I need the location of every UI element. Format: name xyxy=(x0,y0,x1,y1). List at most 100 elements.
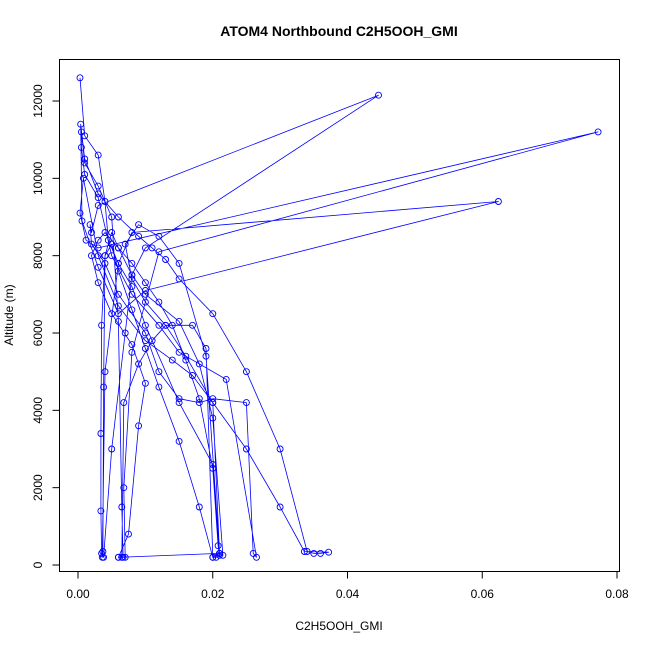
data-point xyxy=(214,542,222,550)
data-point xyxy=(155,368,163,376)
data-point xyxy=(222,375,230,383)
data-point xyxy=(101,198,109,205)
data-point xyxy=(182,352,190,360)
data-point xyxy=(98,553,106,561)
data-point xyxy=(195,360,203,368)
data-point xyxy=(118,503,126,511)
data-point xyxy=(209,461,217,468)
x-axis: 0.00 0.02 0.04 0.06 0.08 xyxy=(66,571,629,601)
data-point xyxy=(135,232,143,240)
y-tick-label: 8000 xyxy=(31,242,45,269)
x-tick-label: 0.06 xyxy=(471,587,495,601)
data-point xyxy=(141,329,149,337)
data-point xyxy=(128,275,136,283)
chart-title: ATOM4 Northbound C2H5OOH_GMI xyxy=(220,23,457,39)
data-point xyxy=(108,213,116,221)
data-point xyxy=(155,383,163,391)
y-tick-label: 6000 xyxy=(31,319,45,346)
x-tick-label: 0.02 xyxy=(201,587,225,601)
data-point xyxy=(212,553,220,561)
data-point xyxy=(148,244,156,252)
data-point xyxy=(94,263,102,271)
data-point xyxy=(114,244,122,252)
data-point xyxy=(120,399,128,407)
y-axis: 0 2000 4000 6000 8000 10000 12000 xyxy=(31,84,60,568)
data-point xyxy=(128,229,136,236)
data-point xyxy=(162,321,170,329)
data-point xyxy=(175,348,183,356)
data-point xyxy=(114,267,122,275)
data-point xyxy=(310,549,318,557)
data-point xyxy=(120,484,128,492)
data-point xyxy=(155,232,163,240)
data-point xyxy=(195,503,203,511)
data-point xyxy=(216,551,223,559)
data-point xyxy=(135,360,143,368)
data-point xyxy=(114,310,122,318)
x-tick-label: 0.08 xyxy=(605,587,629,601)
data-point xyxy=(77,128,85,136)
data-point xyxy=(88,229,95,236)
data-point xyxy=(141,345,149,352)
data-point xyxy=(94,194,102,202)
data-point xyxy=(114,290,122,298)
data-point xyxy=(175,275,183,283)
data-point xyxy=(125,530,132,538)
data-point xyxy=(141,290,149,298)
y-axis-label: Altitude (m) xyxy=(2,284,16,345)
data-point xyxy=(81,159,89,167)
data-point xyxy=(202,352,210,360)
data-point xyxy=(118,553,126,561)
data-point xyxy=(128,283,136,291)
y-tick-label: 10000 xyxy=(31,161,45,195)
data-point xyxy=(325,548,333,556)
data-point xyxy=(128,306,136,314)
data-point xyxy=(253,553,260,561)
data-point xyxy=(209,395,217,403)
y-tick-label: 2000 xyxy=(31,474,45,501)
data-point xyxy=(108,252,116,260)
data-point xyxy=(108,445,116,453)
data-point xyxy=(242,445,250,453)
data-point xyxy=(94,244,102,252)
data-point xyxy=(104,236,112,244)
data-point xyxy=(155,298,163,306)
data-point xyxy=(141,279,149,287)
data-point xyxy=(148,337,156,345)
data-point xyxy=(155,248,163,256)
data-point xyxy=(242,399,250,407)
data-point xyxy=(135,221,143,229)
data-point xyxy=(155,321,163,329)
data-point xyxy=(175,395,183,403)
data-point xyxy=(114,213,122,221)
data-point xyxy=(121,240,129,248)
data-point xyxy=(108,240,116,248)
data-point xyxy=(182,356,190,364)
data-point xyxy=(81,155,89,163)
data-point xyxy=(276,503,284,511)
data-point xyxy=(121,329,129,337)
x-tick-label: 0.00 xyxy=(66,587,90,601)
data-point xyxy=(77,143,85,151)
data-point xyxy=(300,548,308,555)
data-point xyxy=(97,430,105,437)
x-axis-label: C2H5OOH_GMI xyxy=(295,619,382,633)
data-point xyxy=(94,182,102,190)
data-point xyxy=(168,356,176,364)
data-point xyxy=(195,399,203,407)
data-point xyxy=(98,321,106,329)
data-point xyxy=(108,229,116,236)
data-point xyxy=(81,171,89,178)
data-point xyxy=(375,91,382,99)
data-point xyxy=(82,236,90,244)
data-point xyxy=(317,549,324,557)
data-point xyxy=(175,259,183,267)
data-point xyxy=(128,341,136,349)
data-point xyxy=(175,437,183,445)
data-point xyxy=(114,302,122,310)
data-point xyxy=(162,256,170,263)
data-point xyxy=(114,553,122,561)
data-point xyxy=(202,345,210,352)
data-point xyxy=(76,209,84,217)
data-point xyxy=(101,368,109,376)
